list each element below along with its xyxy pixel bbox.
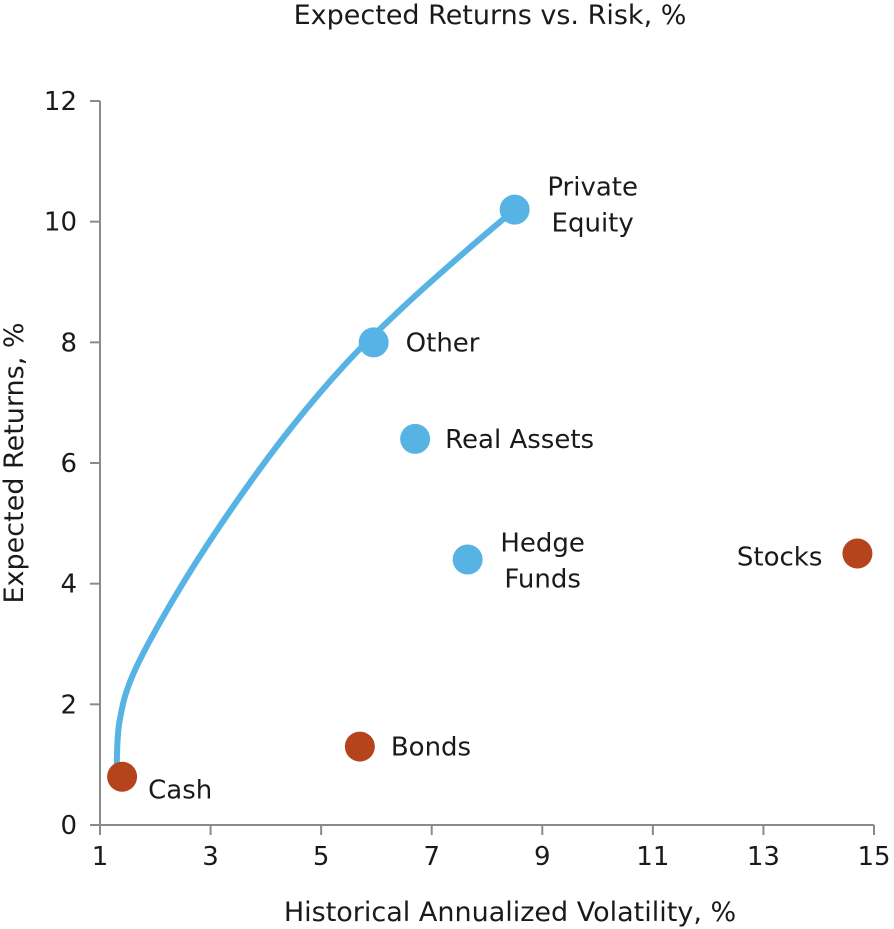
data-point-label: Stocks [737, 543, 823, 573]
y-axis-title: Expected Returns, % [0, 322, 30, 603]
x-tick-label: 9 [534, 842, 551, 872]
data-point-label: Hedge Funds [500, 529, 585, 595]
y-tick-label: 8 [60, 328, 77, 358]
data-point [499, 194, 530, 225]
x-axis-title: Historical Annualized Volatility, % [284, 897, 736, 928]
x-tick-label: 1 [92, 842, 109, 872]
data-point-label-line: Private [547, 173, 638, 203]
x-tick-label: 15 [857, 842, 890, 872]
y-tick-label: 4 [60, 570, 77, 600]
x-tick-label: 7 [423, 842, 440, 872]
data-point-label: Cash [148, 776, 212, 806]
efficient-frontier-line [113, 206, 518, 774]
data-point-label-line: Hedge [500, 529, 585, 559]
x-tick-label: 3 [202, 842, 219, 872]
x-tick-label: 11 [636, 842, 669, 872]
data-point [452, 544, 483, 575]
data-point-label: Other [406, 328, 480, 358]
chart-title: Expected Returns vs. Risk, % [294, 0, 687, 31]
y-tick-label: 12 [44, 87, 77, 117]
y-tick-label: 2 [60, 690, 77, 720]
data-point [400, 423, 431, 454]
y-tick-label: 6 [60, 449, 77, 479]
data-point [344, 731, 375, 762]
data-point [358, 327, 389, 358]
data-point-label: Real Assets [445, 425, 594, 455]
data-point-label: Private Equity [547, 173, 638, 239]
data-point-label: Bonds [391, 733, 471, 763]
data-point [842, 538, 873, 569]
data-point [107, 761, 138, 792]
x-tick-label: 13 [747, 842, 780, 872]
data-point-label-line: Funds [504, 565, 581, 595]
data-point-label-line: Equity [552, 209, 634, 239]
x-tick-label: 5 [313, 842, 330, 872]
y-tick-label: 0 [60, 811, 77, 841]
y-tick-label: 10 [44, 208, 77, 238]
